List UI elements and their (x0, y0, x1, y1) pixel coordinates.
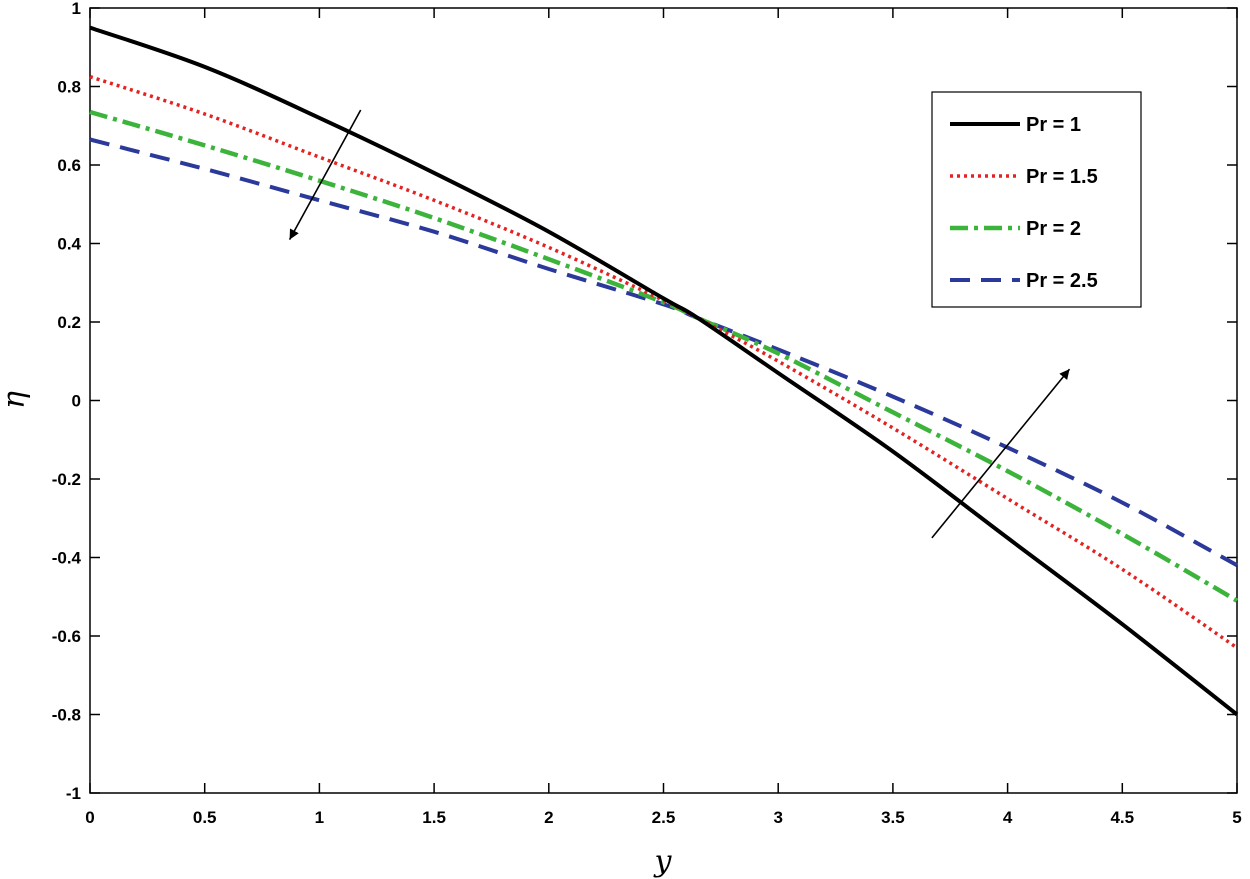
y-tick-label: 0 (72, 392, 81, 411)
x-axis: 0 0.5 1 1.5 2 2.5 3 3.5 4 4.5 5 (85, 8, 1242, 827)
x-tick-label: 4 (1003, 808, 1013, 827)
y-axis-label: η (0, 391, 32, 409)
x-axis-label: y (653, 844, 673, 879)
y-axis: -1 -0.8 -0.6 -0.4 -0.2 0 0.2 0.4 0.6 0.8 1 (52, 0, 1237, 803)
y-tick-label: 0.4 (57, 235, 81, 254)
y-tick-label: 0.6 (57, 156, 81, 175)
x-tick-label: 0.5 (193, 808, 217, 827)
series-layer (89, 25, 1239, 717)
annotation-layer (288, 109, 1071, 539)
legend-label: Pr = 2 (1026, 218, 1081, 240)
y-tick-label: -0.2 (52, 470, 81, 489)
y-tick-label: -0.4 (52, 549, 82, 568)
x-tick-label: 1.5 (422, 808, 446, 827)
legend-label: Pr = 1.5 (1026, 166, 1098, 188)
y-tick-label: 0.2 (57, 313, 81, 332)
x-tick-label: 3 (773, 808, 782, 827)
legend-label: Pr = 2.5 (1026, 270, 1098, 292)
x-tick-label: 5 (1232, 808, 1241, 827)
legend-box (931, 91, 1142, 308)
x-tick-label: 1 (315, 808, 324, 827)
y-tick-label: 0.8 (57, 78, 81, 97)
x-tick-label: 2 (544, 808, 553, 827)
x-tick-label: 0 (85, 808, 94, 827)
x-tick-label: 2.5 (652, 808, 676, 827)
y-tick-label: -0.8 (52, 706, 81, 725)
y-tick-label: 1 (72, 0, 81, 18)
x-tick-label: 3.5 (881, 808, 905, 827)
series-line-1 (89, 25, 1239, 717)
x-tick-label: 4.5 (1110, 808, 1134, 827)
y-tick-label: -1 (66, 784, 81, 803)
y-tick-label: -0.6 (52, 627, 81, 646)
legend: Pr = 1 Pr = 1.5 Pr = 2 Pr = 2.5 (931, 91, 1142, 308)
annotation-arrow (931, 368, 1071, 539)
legend-label: Pr = 1 (1026, 114, 1081, 136)
annotation-arrow (288, 109, 362, 240)
